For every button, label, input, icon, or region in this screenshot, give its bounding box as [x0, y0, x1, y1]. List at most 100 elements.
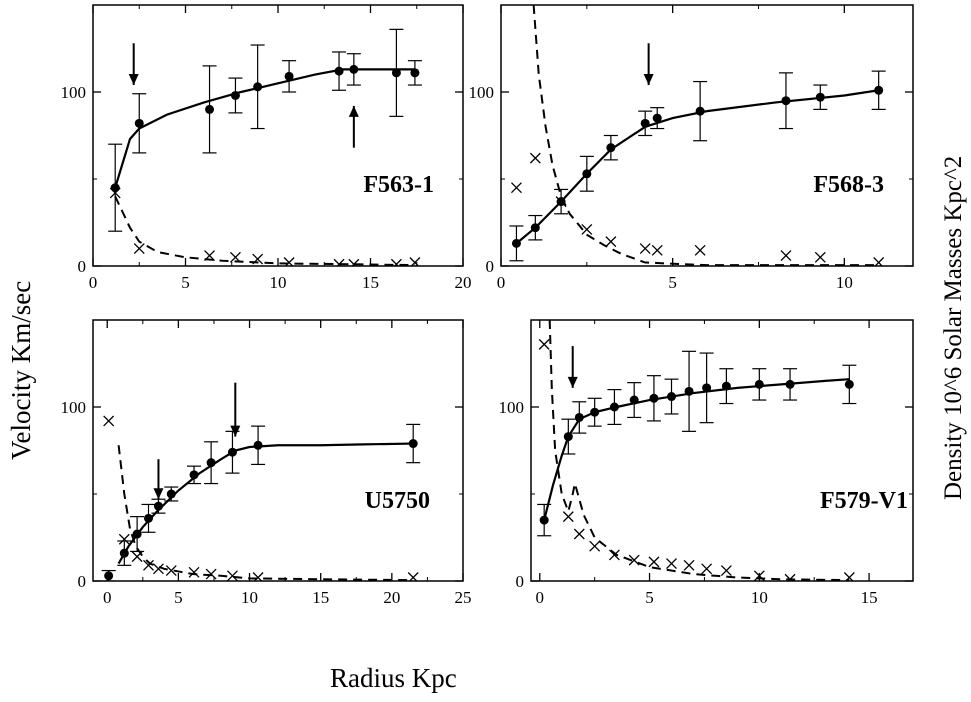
plot-area [101, 415, 421, 581]
arrow-down [643, 43, 654, 86]
velocity-point [509, 225, 524, 262]
density-point [694, 244, 706, 256]
velocity-point [587, 397, 602, 427]
data-marker [166, 489, 176, 499]
plot-area [509, 5, 886, 266]
velocity-point [627, 382, 642, 419]
x-tick-label: 5 [668, 273, 677, 292]
arrow-down [128, 43, 139, 86]
velocity-point [346, 53, 361, 86]
data-marker [110, 183, 120, 193]
velocity-point [719, 368, 734, 405]
velocity-point [130, 516, 145, 553]
density-point [628, 554, 640, 566]
x-tick-label: 5 [645, 588, 654, 607]
density-point [814, 251, 826, 263]
plot-frame [92, 4, 464, 267]
density-point [165, 565, 177, 577]
y-tick-label: 0 [516, 572, 525, 591]
density-point [333, 258, 345, 266]
velocity-point [871, 70, 886, 111]
data-marker [530, 223, 540, 233]
density-point [131, 551, 143, 563]
velocity-point [646, 375, 661, 422]
velocity-point [389, 28, 404, 117]
x-tick-label: 10 [751, 588, 768, 607]
data-marker [408, 439, 418, 449]
data-marker [253, 82, 263, 92]
density-point [573, 528, 585, 540]
density-point [701, 563, 713, 575]
rotation-curve [117, 442, 414, 565]
x-tick-label: 20 [383, 588, 400, 607]
plot-frame [500, 4, 914, 267]
data-marker [781, 96, 791, 106]
x-tick-label: 15 [362, 273, 379, 292]
plot-frame [530, 319, 914, 582]
arrow-down [230, 382, 241, 437]
rotation-curve [543, 378, 850, 521]
velocity-point [132, 93, 147, 154]
data-marker [206, 458, 216, 468]
density-point [143, 559, 154, 571]
data-marker [119, 548, 129, 558]
velocity-point [603, 134, 618, 161]
velocity-point [579, 155, 594, 192]
x-tick-label: 15 [861, 588, 878, 607]
velocity-point [406, 423, 421, 464]
density-point [605, 236, 617, 248]
data-marker [754, 379, 764, 389]
velocity-point [228, 77, 243, 114]
density-point [204, 250, 216, 262]
plot-frame [92, 319, 464, 582]
density-point [529, 152, 541, 164]
density-point [188, 566, 200, 578]
data-marker [511, 238, 521, 248]
density-curve [117, 445, 414, 581]
data-marker [609, 402, 619, 412]
panel-title: F568-3 [813, 172, 884, 198]
velocity-point [650, 107, 665, 130]
density-point [648, 556, 660, 568]
data-marker [874, 85, 884, 95]
y-tick-label: 0 [486, 257, 495, 276]
data-marker [253, 440, 263, 450]
velocity-point [778, 72, 793, 130]
y-tick-label: 100 [499, 398, 525, 417]
arrow-down [567, 346, 578, 388]
density-point [103, 415, 115, 427]
velocity-point [783, 368, 798, 401]
velocity-point [101, 569, 116, 581]
data-marker [153, 501, 163, 511]
data-marker [606, 143, 616, 153]
density-point [780, 250, 792, 262]
plot-area [537, 320, 857, 581]
data-marker [134, 118, 144, 128]
data-marker [284, 71, 294, 81]
x-tick-label: 10 [270, 273, 287, 292]
velocity-point [572, 401, 587, 434]
data-marker [652, 113, 662, 123]
data-marker [104, 571, 114, 581]
density-point [538, 338, 550, 350]
velocity-point [251, 425, 266, 466]
velocity-point [141, 503, 156, 533]
density-point [873, 257, 885, 266]
density-point [252, 253, 264, 265]
velocity-point [842, 364, 857, 405]
x-tick-label: 15 [312, 588, 329, 607]
density-point [608, 549, 620, 561]
density-point [562, 511, 574, 523]
velocity-point [225, 430, 240, 474]
panel-2: 0 5 10 15 20 25 0 100 U5750 [61, 319, 472, 607]
y-tick-label: 100 [61, 83, 87, 102]
data-marker [649, 393, 659, 403]
velocity-point [693, 80, 708, 142]
velocity-point [554, 188, 569, 215]
data-marker [227, 447, 237, 457]
x-tick-label: 10 [241, 588, 258, 607]
data-marker [563, 432, 573, 442]
data-marker [702, 383, 712, 393]
